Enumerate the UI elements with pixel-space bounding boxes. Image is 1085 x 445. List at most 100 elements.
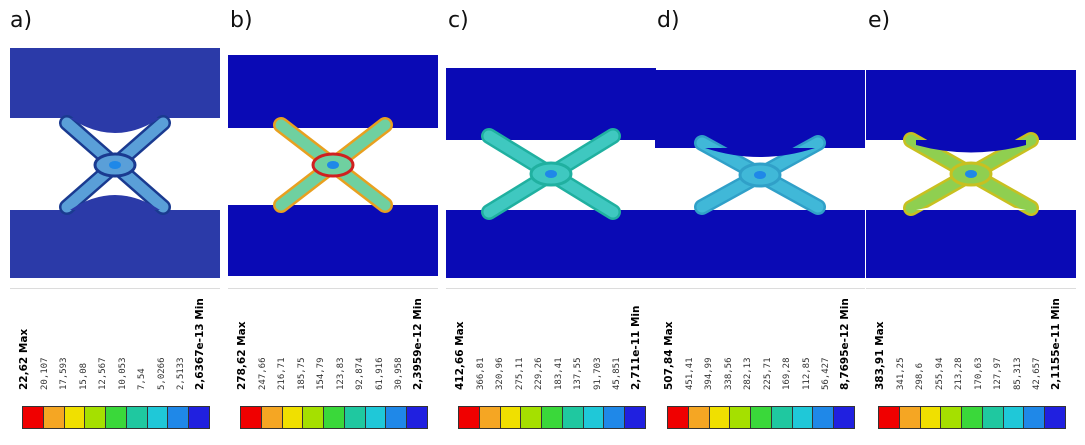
legend-tick-label: 15,08 bbox=[78, 362, 89, 390]
stress-contour-plot bbox=[655, 70, 865, 278]
lower-plate bbox=[866, 210, 1076, 278]
legend-swatch bbox=[168, 407, 190, 428]
legend-swatch bbox=[583, 407, 605, 428]
legend-swatch bbox=[85, 407, 107, 428]
legend-tick-label: 282,13 bbox=[743, 357, 754, 390]
legend-color-bar bbox=[878, 406, 1066, 429]
legend-tick-label: 213,28 bbox=[954, 357, 965, 390]
stress-contour-plot bbox=[446, 68, 656, 278]
panel-label: d) bbox=[657, 8, 680, 33]
legend-divider bbox=[655, 288, 865, 289]
legend-tick-label: 7,54 bbox=[137, 368, 148, 390]
legend-tick-label: 45,851 bbox=[612, 357, 623, 390]
legend-tick-label: 12,567 bbox=[98, 357, 109, 390]
legend-tick-labels: 278,62 Max 247,66 216,71 185,75 154,79 123,83… bbox=[236, 298, 433, 390]
legend-swatch bbox=[324, 407, 345, 428]
legend-swatch bbox=[23, 407, 44, 428]
plate-contact bbox=[70, 118, 160, 133]
stress-contour-plot bbox=[228, 55, 438, 276]
legend-swatch bbox=[479, 407, 501, 428]
legend-tick-label: 61,916 bbox=[374, 357, 385, 390]
legend-color-bar bbox=[22, 406, 210, 429]
legend-tick-label: 17,593 bbox=[59, 357, 70, 390]
legend-swatch bbox=[1045, 407, 1066, 428]
legend-swatch bbox=[500, 407, 522, 428]
legend-tick-label: 2,5133 bbox=[176, 357, 187, 390]
legend-tick-label: 91,703 bbox=[592, 357, 603, 390]
legend-swatch bbox=[407, 407, 428, 428]
legend-max-label: 22,62 Max bbox=[18, 328, 30, 390]
legend-tick-labels: 22,62 Max 20,107 17,593 15,08 12,567 10,053 7,… bbox=[18, 298, 215, 390]
legend-swatch bbox=[625, 407, 646, 428]
legend-tick-label: 5,0266 bbox=[156, 357, 167, 390]
legend-min-label: 8,7695e-12 Min bbox=[839, 298, 851, 390]
legend-color-bar bbox=[667, 406, 855, 429]
legend-tick-label: 183,41 bbox=[553, 357, 564, 390]
legend-divider bbox=[866, 288, 1076, 289]
legend-swatch bbox=[344, 407, 366, 428]
upper-plate bbox=[10, 48, 220, 118]
legend-tick-label: 255,94 bbox=[934, 357, 945, 390]
legend-swatch bbox=[709, 407, 731, 428]
legend-swatch bbox=[920, 407, 942, 428]
lower-plate bbox=[655, 210, 865, 278]
legend-swatch bbox=[879, 407, 900, 428]
legend-tick-label: 225,71 bbox=[762, 357, 773, 390]
stress-contour-plot bbox=[10, 48, 220, 278]
upper-plate bbox=[446, 68, 656, 140]
lower-plate bbox=[10, 210, 220, 278]
legend-swatch bbox=[792, 407, 814, 428]
legend-swatch bbox=[261, 407, 283, 428]
legend-tick-label: 366,81 bbox=[475, 357, 486, 390]
legend-tick-label: 338,56 bbox=[723, 357, 734, 390]
legend-color-bar bbox=[458, 406, 646, 429]
panel-e: e) 383,91 Max 341,25 298,6 255,94 213,28 170,6… bbox=[866, 0, 1076, 445]
legend-swatch bbox=[941, 407, 963, 428]
legend-max-label: 412,66 Max bbox=[454, 321, 466, 390]
upper-plate bbox=[866, 70, 1076, 140]
legend-max-label: 383,91 Max bbox=[874, 321, 886, 390]
color-legend: 383,91 Max 341,25 298,6 255,94 213,28 170,63 1… bbox=[866, 292, 1076, 442]
legend-swatch bbox=[241, 407, 262, 428]
upper-plate bbox=[228, 55, 438, 128]
legend-swatch bbox=[688, 407, 710, 428]
legend-swatch bbox=[459, 407, 480, 428]
legend-tick-label: 127,97 bbox=[993, 357, 1004, 390]
legend-tick-label: 30,958 bbox=[394, 357, 405, 390]
legend-swatch bbox=[730, 407, 752, 428]
legend-swatch bbox=[899, 407, 921, 428]
legend-tick-labels: 507,84 Max 451,41 394,99 338,56 282,13 225,71… bbox=[663, 298, 860, 390]
legend-max-label: 278,62 Max bbox=[236, 321, 248, 390]
plate-gap bbox=[916, 204, 1026, 210]
plate-contact bbox=[70, 195, 160, 210]
legend-tick-label: 185,75 bbox=[296, 357, 307, 390]
panel-label: a) bbox=[10, 8, 33, 33]
legend-tick-labels: 383,91 Max 341,25 298,6 255,94 213,28 170,63 1… bbox=[874, 298, 1071, 390]
legend-tick-label: 341,25 bbox=[895, 357, 906, 390]
panel-d: d) 507,84 Max 451,41 394,99 338,56 282,13 225,… bbox=[655, 0, 865, 445]
legend-tick-labels: 412,66 Max 366,81 320,96 275,11 229,26 183,41… bbox=[454, 298, 651, 390]
legend-swatch bbox=[542, 407, 563, 428]
legend-tick-label: 137,55 bbox=[573, 357, 584, 390]
legend-swatch bbox=[834, 407, 855, 428]
legend-tick-label: 216,71 bbox=[277, 357, 288, 390]
legend-tick-label: 247,66 bbox=[257, 357, 268, 390]
color-legend: 412,66 Max 366,81 320,96 275,11 229,26 183,41… bbox=[446, 292, 656, 442]
panel-b: b) 278,62 Max 247,66 216,71 185,75 154,79 123,… bbox=[228, 0, 438, 445]
legend-swatch bbox=[1003, 407, 1025, 428]
legend-swatch bbox=[1024, 407, 1046, 428]
legend-swatch bbox=[43, 407, 65, 428]
legend-tick-label: 56,427 bbox=[821, 357, 832, 390]
legend-swatch bbox=[813, 407, 835, 428]
specimen-core bbox=[109, 161, 121, 169]
legend-tick-label: 394,99 bbox=[704, 357, 715, 390]
legend-tick-label: 42,657 bbox=[1032, 357, 1043, 390]
legend-min-label: 2,6367e-13 Min bbox=[194, 298, 206, 390]
legend-divider bbox=[10, 288, 220, 289]
legend-min-label: 2,3959e-12 Min bbox=[412, 298, 424, 390]
legend-swatch bbox=[147, 407, 169, 428]
legend-swatch bbox=[771, 407, 793, 428]
legend-max-label: 507,84 Max bbox=[663, 321, 675, 390]
legend-tick-label: 170,63 bbox=[973, 357, 984, 390]
legend-swatch bbox=[982, 407, 1004, 428]
